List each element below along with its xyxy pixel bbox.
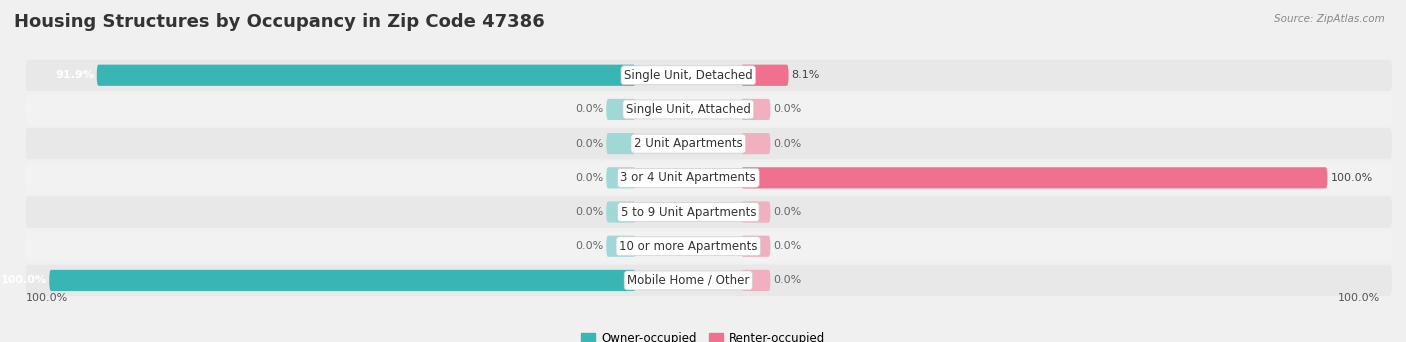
Text: Source: ZipAtlas.com: Source: ZipAtlas.com: [1274, 14, 1385, 24]
Text: 100.0%: 100.0%: [0, 275, 46, 286]
Text: 0.0%: 0.0%: [575, 207, 603, 217]
Text: 0.0%: 0.0%: [773, 275, 801, 286]
FancyBboxPatch shape: [25, 60, 1392, 91]
FancyBboxPatch shape: [25, 231, 1392, 262]
Text: 91.9%: 91.9%: [55, 70, 94, 80]
FancyBboxPatch shape: [606, 167, 636, 188]
FancyBboxPatch shape: [25, 265, 1392, 296]
Text: 0.0%: 0.0%: [575, 241, 603, 251]
Text: 0.0%: 0.0%: [773, 104, 801, 115]
Text: 100.0%: 100.0%: [1339, 293, 1381, 303]
FancyBboxPatch shape: [97, 65, 636, 86]
FancyBboxPatch shape: [741, 167, 1327, 188]
Text: 3 or 4 Unit Apartments: 3 or 4 Unit Apartments: [620, 171, 756, 184]
FancyBboxPatch shape: [49, 270, 636, 291]
Text: 0.0%: 0.0%: [773, 207, 801, 217]
FancyBboxPatch shape: [741, 201, 770, 223]
FancyBboxPatch shape: [606, 201, 636, 223]
FancyBboxPatch shape: [606, 133, 636, 154]
Text: 0.0%: 0.0%: [575, 173, 603, 183]
Text: 0.0%: 0.0%: [773, 241, 801, 251]
FancyBboxPatch shape: [741, 270, 770, 291]
Text: Single Unit, Attached: Single Unit, Attached: [626, 103, 751, 116]
Text: 100.0%: 100.0%: [1330, 173, 1372, 183]
Text: Mobile Home / Other: Mobile Home / Other: [627, 274, 749, 287]
Text: 100.0%: 100.0%: [25, 293, 67, 303]
FancyBboxPatch shape: [606, 99, 636, 120]
Text: Housing Structures by Occupancy in Zip Code 47386: Housing Structures by Occupancy in Zip C…: [14, 13, 544, 31]
FancyBboxPatch shape: [741, 99, 770, 120]
Text: 0.0%: 0.0%: [773, 139, 801, 149]
Text: 5 to 9 Unit Apartments: 5 to 9 Unit Apartments: [620, 206, 756, 219]
Text: 0.0%: 0.0%: [575, 104, 603, 115]
FancyBboxPatch shape: [741, 65, 789, 86]
Text: 0.0%: 0.0%: [575, 139, 603, 149]
Text: 10 or more Apartments: 10 or more Apartments: [619, 240, 758, 253]
Text: Single Unit, Detached: Single Unit, Detached: [624, 69, 752, 82]
Legend: Owner-occupied, Renter-occupied: Owner-occupied, Renter-occupied: [576, 328, 830, 342]
FancyBboxPatch shape: [606, 236, 636, 257]
FancyBboxPatch shape: [25, 94, 1392, 125]
FancyBboxPatch shape: [25, 162, 1392, 194]
FancyBboxPatch shape: [25, 196, 1392, 228]
FancyBboxPatch shape: [741, 133, 770, 154]
FancyBboxPatch shape: [25, 128, 1392, 159]
Text: 8.1%: 8.1%: [792, 70, 820, 80]
FancyBboxPatch shape: [741, 236, 770, 257]
Text: 2 Unit Apartments: 2 Unit Apartments: [634, 137, 742, 150]
